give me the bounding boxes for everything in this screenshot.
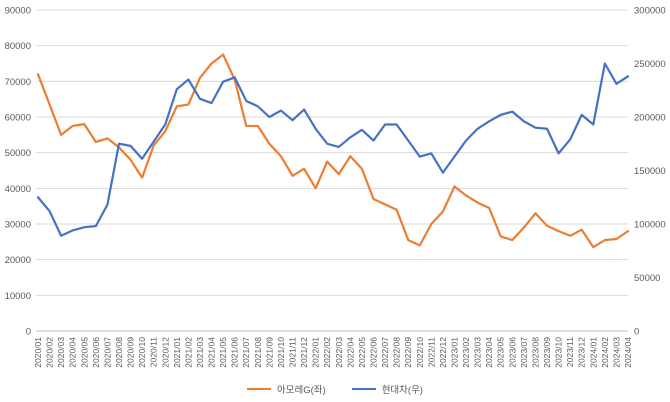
left-axis-tick-label: 70000	[5, 77, 31, 88]
x-axis-tick-label: 2020/07	[102, 337, 112, 368]
x-axis-tick-label: 2020/11	[149, 337, 159, 367]
x-axis-tick-label: 2021/11	[288, 337, 298, 367]
x-axis-tick-label: 2021/05	[218, 337, 228, 368]
x-axis-tick-label: 2024/04	[623, 337, 633, 368]
x-axis-tick-label: 2020/06	[91, 337, 101, 368]
right-axis-tick-label: 250000	[634, 59, 666, 70]
right-axis-tick-label: 0	[634, 327, 639, 338]
x-axis-tick-label: 2022/02	[322, 337, 332, 368]
x-axis-tick-label: 2021/08	[253, 337, 263, 368]
x-axis-tick-label: 2022/07	[380, 337, 390, 368]
x-axis-tick-label: 2023/10	[554, 337, 564, 368]
x-axis-tick-label: 2023/08	[530, 337, 540, 368]
x-axis-tick-label: 2020/02	[45, 337, 55, 368]
x-axis-tick-label: 2024/03	[611, 337, 621, 368]
x-axis-tick-label: 2022/05	[357, 337, 367, 368]
x-axis-tick-label: 2022/06	[368, 337, 378, 368]
legend-item-1[interactable]: 현대차(우)	[351, 382, 423, 396]
right-axis-tick-label: 100000	[634, 220, 666, 231]
x-axis-tick-label: 2023/02	[461, 337, 471, 368]
x-axis-tick-label: 2023/12	[577, 337, 587, 368]
chart-legend: 아모레G(좌) 현대차(우)	[0, 382, 670, 396]
x-axis-tick-label: 2023/07	[519, 337, 529, 368]
x-axis-tick-label: 2022/04	[345, 337, 355, 368]
legend-label: 아모레G(좌)	[277, 385, 326, 396]
left-axis-tick-label: 0	[26, 327, 31, 338]
left-axis-tick-label: 60000	[5, 113, 31, 124]
series-line-0[interactable]	[36, 53, 630, 249]
x-axis-tick-label: 2021/06	[230, 337, 240, 368]
x-axis-tick-label: 2023/05	[496, 337, 506, 368]
legend-label: 현대차(우)	[381, 385, 423, 396]
x-axis-tick-label: 2022/08	[392, 337, 402, 368]
x-axis-tick-label: 2021/07	[241, 337, 251, 368]
x-axis-tick-label: 2023/04	[484, 337, 494, 368]
x-axis-tick-label: 2022/01	[311, 337, 321, 368]
left-axis-tick-label: 10000	[5, 291, 31, 302]
x-axis-tick-label: 2021/09	[264, 337, 274, 368]
x-axis-tick-label: 2022/09	[403, 337, 413, 368]
x-axis-tick-label: 2024/02	[600, 337, 610, 368]
left-axis-tick-label: 80000	[5, 41, 31, 52]
series-line-1[interactable]	[36, 62, 630, 237]
x-axis-tick-label: 2020/03	[56, 337, 66, 368]
left-axis-tick-label: 20000	[5, 255, 31, 266]
x-axis-tick-label: 2021/02	[183, 337, 193, 368]
x-axis-tick-label: 2022/10	[415, 337, 425, 368]
legend-line-swatch	[247, 388, 271, 390]
right-axis-tick-label: 50000	[634, 273, 660, 284]
x-axis-tick-label: 2020/08	[114, 337, 124, 368]
x-axis-tick-label: 2023/01	[449, 337, 459, 368]
x-axis-tick-label: 2020/01	[33, 337, 43, 368]
x-axis-tick-label: 2023/11	[565, 337, 575, 367]
x-axis-tick-label: 2020/05	[79, 337, 89, 368]
x-axis-tick-label: 2023/06	[507, 337, 517, 368]
x-axis-tick-label: 2022/12	[438, 337, 448, 368]
x-axis-tick-label: 2022/11	[426, 337, 436, 367]
right-axis-tick-label: 200000	[634, 113, 666, 124]
left-axis-tick-label: 50000	[5, 148, 31, 159]
right-axis-tick-label: 300000	[634, 6, 666, 17]
legend-item-0[interactable]: 아모레G(좌)	[247, 382, 326, 396]
left-axis-tick-label: 90000	[5, 6, 31, 17]
x-axis-tick-label: 2021/10	[276, 337, 286, 368]
left-axis-tick-label: 40000	[5, 184, 31, 195]
right-axis-tick-label: 150000	[634, 166, 666, 177]
x-axis-tick-label: 2023/03	[473, 337, 483, 368]
x-axis-tick-label: 2021/04	[207, 337, 217, 368]
x-axis-tick-label: 2023/09	[542, 337, 552, 368]
x-axis-tick-label: 2020/09	[126, 337, 136, 368]
x-axis-tick-label: 2021/03	[195, 337, 205, 368]
x-axis-tick-label: 2020/10	[137, 337, 147, 368]
x-axis-tick-label: 2020/04	[68, 337, 78, 368]
x-axis-tick-label: 2021/12	[299, 337, 309, 368]
x-axis-tick-label: 2020/12	[160, 337, 170, 368]
x-axis-tick-label: 2024/01	[588, 337, 598, 368]
legend-line-swatch	[351, 388, 376, 390]
x-axis-tick-label: 2021/01	[172, 337, 182, 368]
left-axis-tick-label: 30000	[5, 220, 31, 231]
x-axis-tick-label: 2022/03	[334, 337, 344, 368]
